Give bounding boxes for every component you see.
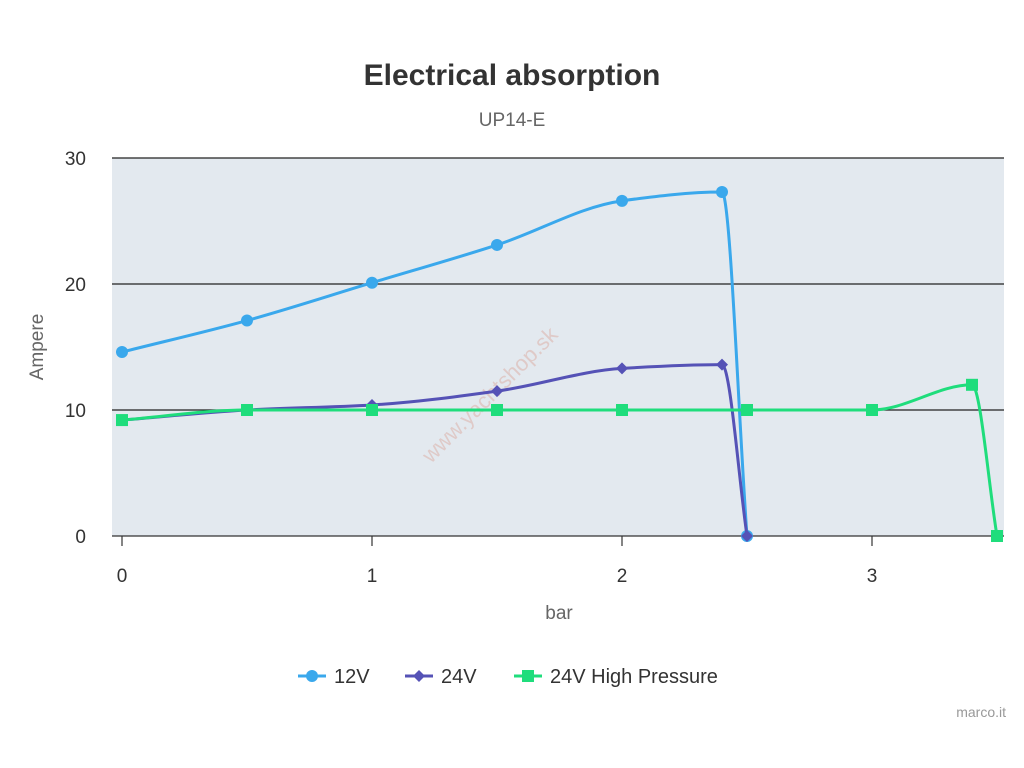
legend-label: 24V <box>441 666 477 688</box>
data-point[interactable] <box>116 414 128 427</box>
data-point[interactable] <box>366 404 378 416</box>
chart-title: Electrical absorption <box>364 59 661 92</box>
data-point[interactable] <box>716 358 728 371</box>
legend-marker[interactable] <box>522 670 534 682</box>
legend[interactable]: 12V 24V 24V High Pressure <box>298 666 718 688</box>
legend-marker[interactable] <box>306 670 318 682</box>
chart-subtitle: UP14-E <box>479 110 546 131</box>
data-point[interactable] <box>616 194 628 207</box>
data-point[interactable] <box>741 530 753 542</box>
axes: 0 1 2 3 <box>117 536 878 587</box>
credit-link[interactable]: marco.it <box>956 704 1006 720</box>
y-tick-label: 30 <box>65 149 86 170</box>
x-tick-label: 3 <box>867 566 878 587</box>
x-tick-label: 2 <box>617 566 628 587</box>
legend-label: 12V <box>334 666 370 688</box>
data-point[interactable] <box>616 404 628 416</box>
data-point[interactable] <box>741 404 753 416</box>
y-tick-label: 10 <box>65 401 86 422</box>
y-tick-label: 20 <box>65 275 86 296</box>
data-point[interactable] <box>616 362 628 375</box>
legend-item[interactable]: 24V High Pressure <box>514 666 718 688</box>
x-tick-label: 1 <box>367 566 378 587</box>
y-tick-label: 0 <box>75 527 86 548</box>
data-point[interactable] <box>866 404 878 416</box>
data-point[interactable] <box>366 276 378 289</box>
data-point[interactable] <box>491 404 503 416</box>
data-point[interactable] <box>241 404 253 416</box>
data-point[interactable] <box>991 530 1003 542</box>
series-layer <box>116 186 1003 542</box>
data-point[interactable] <box>966 378 978 391</box>
x-axis-title: bar <box>545 603 573 624</box>
plot-area <box>112 158 1004 536</box>
data-point[interactable] <box>241 314 253 327</box>
data-point[interactable] <box>116 346 128 359</box>
legend-item[interactable]: 12V <box>298 666 370 688</box>
data-point[interactable] <box>716 186 728 199</box>
legend-marker[interactable] <box>413 670 425 682</box>
y-axis-title: Ampere <box>27 314 48 381</box>
legend-item[interactable]: 24V <box>405 666 477 688</box>
x-tick-label: 0 <box>117 566 128 587</box>
data-point[interactable] <box>491 238 503 251</box>
legend-label: 24V High Pressure <box>550 666 718 688</box>
series-24v-high-pressure <box>116 378 1003 542</box>
data-point[interactable] <box>491 385 503 398</box>
